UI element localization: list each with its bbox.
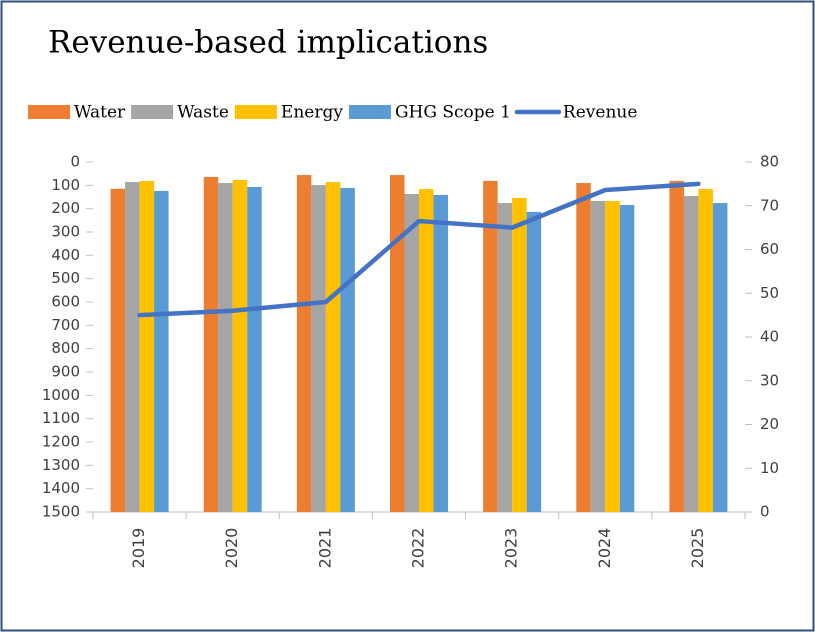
y-tick-label: 600 (51, 293, 80, 311)
legend-label: Water (74, 103, 126, 123)
legend-label: GHG Scope 1 (395, 103, 511, 123)
legend-label: Waste (177, 103, 229, 123)
bar (669, 180, 684, 512)
bar (296, 175, 312, 513)
chart-title: Revenue-based implications (48, 25, 488, 61)
y2-tick-label: 70 (760, 196, 779, 214)
y-tick-label: 400 (51, 246, 80, 264)
y2-tick-label: 0 (760, 503, 770, 521)
bar (698, 189, 713, 513)
legend-swatch (234, 105, 277, 119)
bar (433, 194, 448, 512)
bar (154, 190, 169, 512)
y-tick-label: 700 (51, 316, 80, 334)
bar (390, 175, 405, 513)
bar (497, 203, 513, 513)
y-tick-label: 1400 (42, 479, 80, 497)
bar (605, 200, 620, 512)
y-tick-label: 300 (51, 223, 80, 241)
bar (247, 186, 262, 512)
y-tick-label: 1200 (42, 433, 80, 451)
y-tick-label: 1100 (42, 409, 80, 427)
bar (218, 183, 233, 512)
bar (590, 200, 606, 512)
bar (619, 204, 635, 512)
y2-tick-label: 80 (760, 153, 779, 171)
bar (576, 183, 591, 512)
y-tick-label: 900 (51, 363, 80, 381)
bar (340, 187, 355, 512)
x-tick-label: 2025 (688, 528, 707, 569)
legend-label: Revenue (563, 103, 637, 123)
bar (483, 180, 498, 512)
bar (325, 182, 341, 513)
bar (110, 188, 126, 513)
y-tick-label: 100 (51, 176, 80, 194)
y2-tick-label: 10 (760, 459, 779, 477)
bar (311, 185, 326, 512)
bar (232, 179, 248, 512)
y2-tick-label: 40 (760, 328, 779, 346)
x-tick-label: 2023 (502, 528, 521, 569)
y-tick-label: 1500 (42, 503, 80, 521)
bar (139, 180, 155, 512)
y-tick-label: 1000 (42, 386, 80, 404)
bar (419, 189, 434, 513)
y2-tick-label: 50 (760, 284, 779, 302)
y2-tick-label: 60 (760, 240, 779, 258)
y-tick-label: 0 (70, 153, 80, 171)
y2-tick-label: 20 (760, 415, 779, 433)
x-tick-label: 2019 (129, 528, 148, 569)
legend-swatch (348, 105, 391, 119)
line (137, 181, 701, 318)
bar (125, 182, 140, 513)
bar (526, 211, 542, 512)
legend-swatch (28, 105, 70, 119)
y-tick-label: 800 (51, 339, 80, 357)
y2-tick-label: 30 (760, 371, 779, 389)
bar (512, 197, 527, 512)
bar (203, 176, 219, 512)
bar (712, 203, 728, 513)
legend-swatch (131, 105, 174, 119)
y-tick-label: 500 (51, 269, 80, 287)
x-tick-label: 2022 (409, 528, 428, 569)
x-tick-label: 2024 (595, 528, 614, 569)
y-tick-label: 1300 (42, 456, 80, 474)
x-tick-label: 2021 (315, 528, 334, 569)
bar (404, 193, 419, 512)
x-tick-label: 2020 (222, 528, 241, 569)
y-tick-label: 200 (51, 199, 80, 217)
legend-label: Energy (281, 103, 343, 123)
bar (683, 196, 699, 513)
